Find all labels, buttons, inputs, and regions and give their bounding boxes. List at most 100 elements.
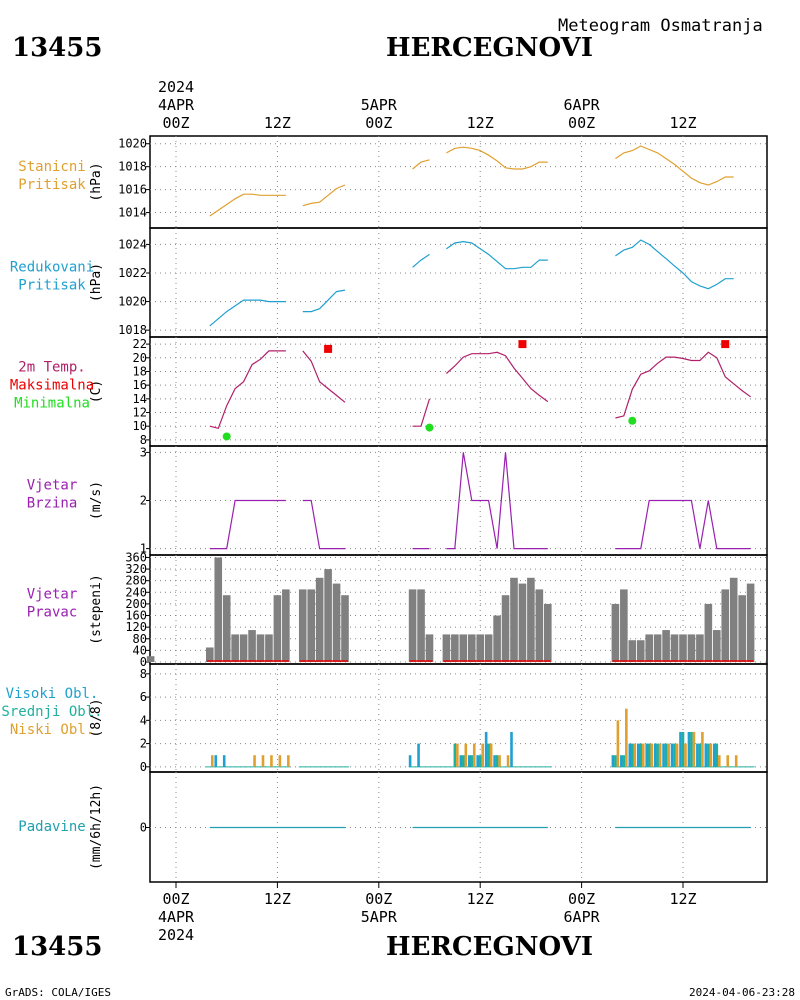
series-line (302, 499, 345, 550)
bottom-time-label: 00Z (568, 890, 595, 908)
footer-timestamp: 2024-04-06-23:28 (689, 986, 795, 999)
panel-label-line: Pritisak (18, 177, 86, 193)
y-tick-label: 40 (133, 643, 147, 657)
cloud-bar (493, 755, 496, 767)
cloud-bar (631, 743, 634, 767)
y-tick-label: 10 (133, 419, 147, 433)
cloud-bar (287, 755, 290, 767)
direction-bar (315, 577, 324, 662)
panel-label-line: Stanicni (18, 159, 85, 175)
cloud-bar (476, 755, 479, 767)
series-line (615, 239, 734, 290)
series-line (446, 351, 549, 403)
y-tick-label: 8 (140, 667, 147, 681)
cloud-bar (709, 743, 713, 767)
y-tick-label: 80 (133, 632, 147, 646)
bottom-time-label: 00Z (162, 890, 189, 908)
bottom-date-label: 5APR (361, 908, 398, 926)
direction-bar (653, 634, 662, 662)
cloud-bar (628, 743, 632, 767)
panel-label-line: Visoki Obl. (6, 686, 99, 702)
y-tick-label: 4 (140, 713, 147, 727)
top-time-label: 00Z (162, 114, 189, 132)
direction-bar (273, 595, 282, 662)
bottom-year-label: 2024 (158, 926, 194, 944)
y-tick-label: 6 (140, 690, 147, 704)
cloud-bar (713, 743, 716, 767)
series-line (412, 398, 431, 427)
header-station-id: 13455 (12, 33, 102, 63)
cloud-bar (611, 755, 615, 767)
direction-bar (721, 589, 730, 662)
panel-label-line: Pravac (27, 605, 78, 621)
y-tick-label: 1016 (118, 183, 147, 197)
series-line (615, 145, 734, 186)
y-tick-label: 2 (140, 737, 147, 751)
direction-bar (265, 634, 273, 662)
cloud-bar (698, 743, 702, 767)
panel-precipitation: 0 (mm/6h/12h) Padavine (18, 771, 768, 883)
cloud-bar (704, 743, 708, 767)
direction-bar (459, 634, 468, 662)
direction-bar (298, 589, 307, 662)
series-line (209, 350, 286, 430)
direction-bar (467, 634, 476, 662)
direction-bar (527, 577, 535, 662)
series-line (302, 289, 346, 313)
series-line (302, 184, 346, 207)
cloud-bar (462, 755, 465, 767)
y-tick-label: 360 (125, 550, 147, 564)
cloud-bar (456, 743, 459, 767)
y-tick-label: 160 (125, 609, 147, 623)
cloud-bar (270, 755, 273, 767)
cloud-bar (636, 743, 640, 767)
cloud-bar (675, 743, 679, 767)
cloud-bar (696, 743, 699, 767)
direction-bar (206, 647, 214, 662)
direction-bar (307, 589, 315, 662)
direction-bar (687, 634, 696, 662)
direction-bar (670, 634, 679, 662)
cloud-bar (459, 755, 463, 767)
cloud-bar (498, 755, 501, 767)
top-time-label: 12Z (264, 114, 291, 132)
cloud-bar (470, 755, 474, 767)
panels: 1014101610181020(hPa)StanicniPritisak101… (1, 135, 768, 883)
header-subtitle: Meteogram Osmatranja (558, 16, 763, 36)
footer-station-id: 13455 (12, 932, 102, 962)
direction-bar (484, 634, 493, 662)
cloud-bar (481, 743, 484, 767)
cloud-bar (667, 743, 670, 767)
direction-bar (146, 656, 155, 662)
direction-bar (729, 577, 738, 662)
cloud-bar (692, 731, 696, 767)
cloud-bar (467, 755, 471, 767)
header-station-name: HERCEGNOVI (386, 33, 593, 63)
cloud-bar (639, 743, 643, 767)
top-year-label: 2024 (158, 78, 194, 96)
cloud-bar (487, 743, 490, 767)
series-line (446, 146, 548, 170)
y-tick-label: 14 (133, 392, 147, 406)
panel-label-line: Pritisak (18, 278, 86, 294)
y-tick-label: 1018 (118, 160, 147, 174)
cloud-bar (679, 731, 682, 767)
direction-bar (611, 603, 620, 662)
direction-bar (341, 595, 349, 662)
y-tick-label: 18 (133, 364, 147, 378)
top-time-label: 00Z (568, 114, 595, 132)
panel-label-line: 2m Temp. (18, 360, 85, 376)
y-tick-label: 1 (140, 542, 147, 556)
series-line (446, 452, 548, 550)
cloud-bar (701, 731, 704, 767)
cloud-bar (715, 743, 719, 767)
direction-bar (256, 634, 265, 662)
direction-bar (518, 583, 527, 662)
cloud-bar (211, 755, 214, 767)
series-line (615, 499, 751, 550)
cloud-bar (645, 743, 648, 767)
direction-bar (544, 603, 552, 662)
y-tick-label: 1020 (118, 295, 147, 309)
y-axis-label: (m/s) (89, 481, 104, 520)
